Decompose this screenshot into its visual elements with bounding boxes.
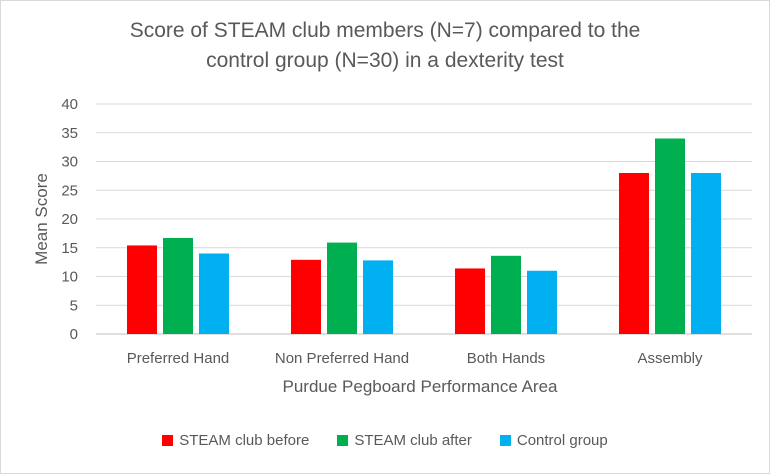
x-axis-title: Purdue Pegboard Performance Area: [282, 377, 558, 396]
bar-steam-club-after-both-hands: [491, 255, 521, 334]
y-tick-label-20: 20: [61, 211, 78, 228]
legend-item-after: STEAM club after: [337, 432, 472, 449]
y-tick-label-35: 35: [61, 125, 78, 142]
legend-swatch-control: [499, 435, 511, 446]
y-tick-label-0: 0: [70, 326, 78, 343]
legend-item-before: STEAM club before: [162, 432, 309, 449]
chart-title: Score of STEAM club members (N=7) compar…: [129, 19, 641, 72]
x-tick-label-preferred-hand: Preferred Hand: [127, 350, 230, 367]
bar-steam-club-after-preferred-hand: [163, 237, 193, 334]
legend-label-before: STEAM club before: [179, 432, 310, 449]
bar-steam-club-before-preferred-hand: [127, 245, 157, 334]
x-tick-label-both-hands: Both Hands: [467, 350, 545, 367]
x-tick-label-non-preferred-hand: Non Preferred Hand: [275, 350, 409, 367]
bar-steam-club-after-assembly: [655, 138, 685, 334]
x-tick-label-assembly: Assembly: [637, 350, 703, 367]
y-axis-title: Mean Score: [32, 173, 51, 265]
bar-steam-club-before-assembly: [619, 173, 649, 334]
y-tick-label-5: 5: [70, 297, 78, 314]
y-tick-label-40: 40: [61, 96, 78, 113]
legend: STEAM club before STEAM club after Contr…: [0, 432, 770, 449]
legend-label-control: Control group: [516, 432, 608, 449]
y-tick-label-30: 30: [61, 154, 78, 171]
bar-steam-club-before-non-preferred-hand: [291, 259, 321, 334]
y-tick-label-15: 15: [61, 240, 78, 257]
bar-steam-club-after-non-preferred-hand: [327, 242, 357, 334]
legend-item-control: Control group: [499, 432, 608, 449]
bar-control-group-non-preferred-hand: [363, 260, 393, 334]
y-tick-label-25: 25: [61, 182, 78, 199]
legend-swatch-before: [162, 435, 174, 446]
bar-control-group-preferred-hand: [199, 253, 229, 334]
legend-swatch-after: [337, 435, 349, 446]
y-tick-label-10: 10: [61, 269, 78, 286]
legend-label-after: STEAM club after: [354, 432, 472, 449]
bar-control-group-assembly: [691, 173, 721, 334]
bar-steam-club-before-both-hands: [455, 268, 485, 334]
bar-control-group-both-hands: [527, 270, 557, 334]
